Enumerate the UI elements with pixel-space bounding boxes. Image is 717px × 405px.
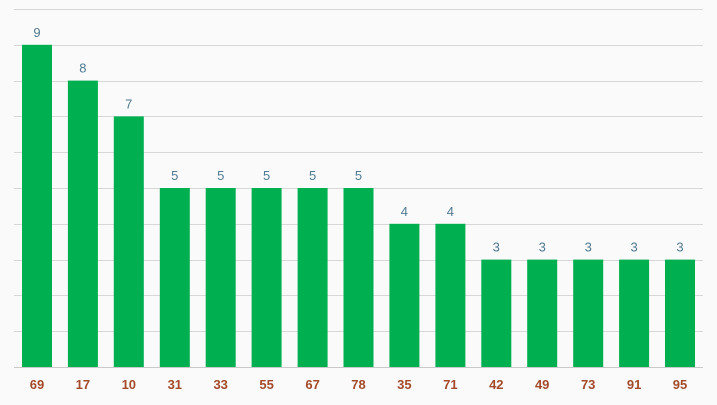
bar-10 [113, 116, 144, 368]
bar-35 [389, 223, 420, 367]
category-label-78: 78 [351, 377, 365, 392]
category-label-73: 73 [581, 377, 595, 392]
bar-17 [67, 80, 98, 367]
value-label-71: 4 [447, 204, 454, 219]
category-label-67: 67 [305, 377, 319, 392]
value-label-55: 5 [263, 168, 270, 183]
category-label-49: 49 [535, 377, 549, 392]
value-label-33: 5 [217, 168, 224, 183]
value-label-67: 5 [309, 168, 316, 183]
category-label-31: 31 [168, 377, 182, 392]
category-label-55: 55 [259, 377, 273, 392]
bar-42 [481, 259, 512, 367]
category-label-33: 33 [213, 377, 227, 392]
value-label-78: 5 [355, 168, 362, 183]
bar-layer [22, 44, 695, 368]
bar-69 [22, 44, 52, 368]
category-label-95: 95 [673, 377, 687, 392]
bar-67 [297, 188, 328, 367]
bar-71 [435, 223, 466, 367]
category-label-71: 71 [443, 377, 457, 392]
bar-95 [665, 259, 695, 367]
category-label-10: 10 [122, 377, 136, 392]
bar-33 [205, 188, 236, 367]
value-label-49: 3 [539, 240, 546, 255]
value-label-31: 5 [171, 168, 178, 183]
bar-78 [343, 188, 374, 367]
value-label-91: 3 [630, 240, 637, 255]
category-label-91: 91 [627, 377, 641, 392]
value-label-35: 4 [401, 204, 408, 219]
bar-91 [619, 259, 650, 367]
value-label-69: 9 [33, 25, 40, 40]
value-label-layer: 9 8 7 5 5 5 5 5 4 4 3 3 3 3 3 [33, 25, 683, 255]
value-label-95: 3 [676, 240, 683, 255]
category-label-17: 17 [76, 377, 90, 392]
value-label-10: 7 [125, 96, 132, 111]
category-label-35: 35 [397, 377, 411, 392]
bar-49 [527, 259, 558, 367]
value-label-42: 3 [493, 240, 500, 255]
bar-31 [159, 188, 190, 367]
bar-73 [573, 259, 604, 367]
category-label-42: 42 [489, 377, 503, 392]
category-label-layer: 69 17 10 31 33 55 67 78 35 71 42 49 73 91 95 [30, 377, 687, 392]
bar-55 [251, 188, 282, 367]
value-label-73: 3 [585, 240, 592, 255]
value-label-17: 8 [79, 61, 86, 76]
category-label-69: 69 [30, 377, 44, 392]
